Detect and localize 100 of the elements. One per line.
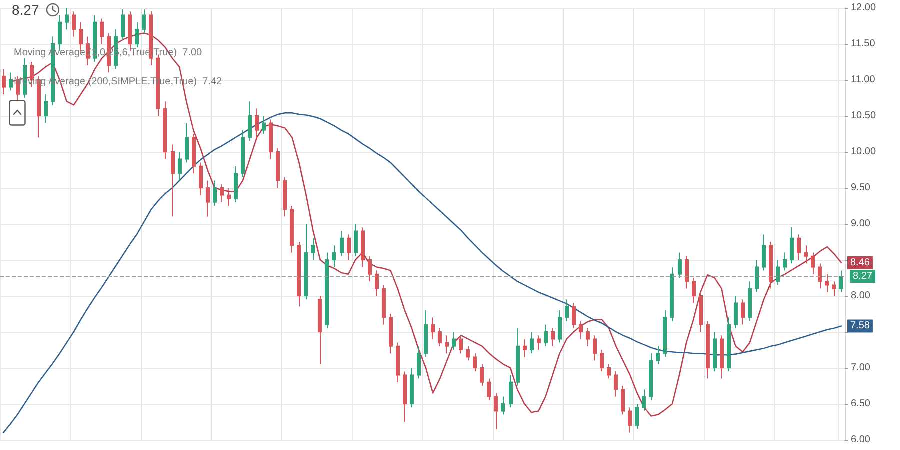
candlestick [255, 108, 259, 138]
candlestick [790, 227, 794, 264]
candlestick [2, 68, 6, 95]
candlestick [572, 302, 576, 329]
candlestick [354, 224, 358, 257]
candlestick [509, 374, 513, 408]
candlestick [797, 234, 801, 260]
candlestick [727, 317, 731, 372]
candlestick [825, 274, 829, 293]
candlestick [769, 242, 773, 290]
candlestick [741, 299, 745, 326]
candlestick [389, 314, 393, 354]
y-tick-label: 10.50 [851, 110, 876, 122]
candlestick [206, 180, 210, 218]
candlestick [537, 335, 541, 350]
candlestick [340, 230, 344, 257]
candlestick [417, 346, 421, 380]
candlestick [9, 72, 13, 92]
candlestick [832, 281, 836, 296]
candlestick [65, 8, 69, 30]
candlestick [565, 299, 569, 322]
candlestick [713, 332, 717, 372]
candlestick [276, 148, 280, 188]
candlestick [811, 252, 815, 275]
candlestick [839, 270, 843, 293]
candlestick [269, 119, 273, 160]
y-tick-label: 11.00 [851, 74, 876, 86]
candlestick [311, 238, 315, 260]
candlestick [678, 252, 682, 278]
candlestick [403, 371, 407, 422]
candlestick [607, 364, 611, 380]
candlestick [325, 252, 329, 329]
y-tick-label: 6.00 [851, 434, 871, 446]
candlestick [135, 22, 139, 48]
candlestick [699, 292, 703, 332]
candlestick [656, 346, 660, 365]
y-tick-label: 12.00 [851, 2, 876, 14]
candlestick [551, 328, 555, 347]
candlestick [748, 281, 752, 322]
candlestick [382, 284, 386, 326]
candlestick [459, 335, 463, 354]
candlestick [290, 206, 294, 254]
candlestick [185, 122, 189, 164]
candlestick [424, 310, 428, 358]
candlestick [248, 101, 252, 142]
candlestick [642, 389, 646, 412]
candlestick [438, 328, 442, 347]
data-label: 8.46 [850, 257, 870, 268]
candlestick [178, 152, 182, 182]
candlestick [685, 256, 689, 290]
candlestick [530, 332, 534, 354]
candlestick [621, 386, 625, 416]
candlestick [480, 364, 484, 386]
candlestick [776, 260, 780, 286]
candlestick [600, 350, 604, 372]
annotation: 8.27 [12, 2, 40, 18]
line-series [2, 112, 842, 434]
candlestick [452, 332, 456, 350]
candlestick [121, 8, 125, 41]
candlestick [318, 296, 322, 365]
y-tick-label: 9.50 [851, 182, 871, 194]
candlestick [804, 245, 808, 264]
candlestick [445, 335, 449, 354]
y-tick-label: 9.00 [851, 218, 871, 230]
candlestick [783, 252, 787, 272]
y-tick-label: 7.00 [851, 362, 871, 374]
y-tick-label: 8.00 [851, 290, 871, 302]
candlestick [347, 234, 351, 260]
candlestick [72, 11, 76, 38]
candlestick [501, 396, 505, 416]
candlestick [692, 278, 696, 304]
candlestick [818, 263, 822, 290]
candlestick [213, 180, 217, 206]
candlestick [670, 266, 674, 322]
candlestick [720, 335, 724, 380]
candlestick [614, 371, 618, 398]
candlestick [628, 407, 632, 434]
candlestick [466, 346, 470, 362]
candlestick [663, 310, 667, 358]
candlestick [734, 296, 738, 329]
candlestick [283, 176, 287, 218]
candlestick [494, 392, 498, 430]
candlestick [241, 130, 245, 178]
candlestick [396, 342, 400, 383]
candlestick [762, 234, 766, 272]
candlestick [304, 224, 308, 300]
candlestick [297, 242, 301, 308]
candlestick [375, 270, 379, 296]
candlestick [473, 353, 477, 372]
candlestick [163, 101, 167, 160]
candlestick [234, 166, 238, 203]
data-label: 7.58 [850, 320, 870, 332]
candlestick [171, 144, 175, 218]
candlestick [516, 328, 520, 386]
candlestick [361, 227, 365, 268]
candlestick [706, 320, 710, 380]
candlestick [487, 378, 491, 401]
candlestick [192, 134, 196, 174]
candlestick [593, 335, 597, 362]
candlestick [199, 162, 203, 196]
